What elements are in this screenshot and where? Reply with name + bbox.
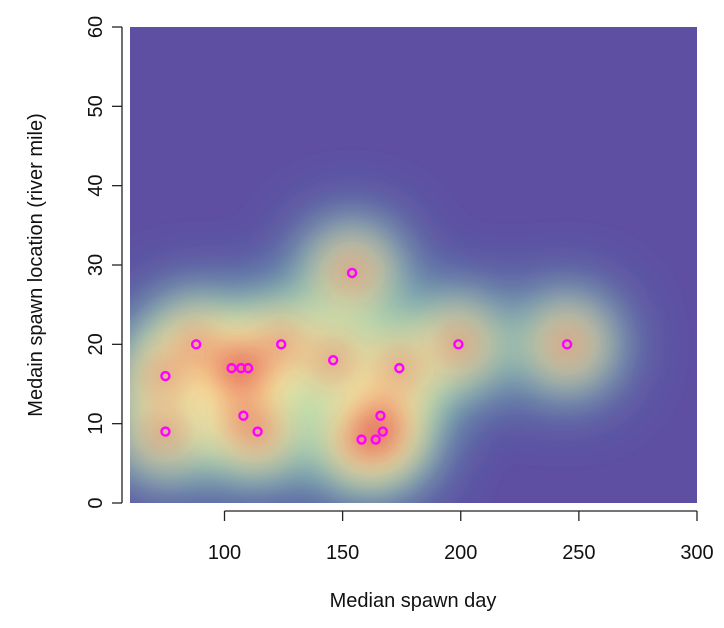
density-blob (311, 338, 356, 383)
x-tick-label: 300 (680, 542, 713, 564)
density-blob (235, 409, 280, 454)
data-point (377, 426, 388, 437)
density-blob (143, 409, 188, 454)
density-blob (436, 322, 481, 367)
data-points (160, 267, 573, 445)
data-point (327, 355, 339, 366)
density-blob (545, 322, 590, 367)
y-axis-title: Medain spawn location (river mile) (25, 113, 47, 416)
density-blob (360, 409, 405, 454)
data-point (190, 339, 202, 350)
data-point (370, 434, 381, 445)
y-tick-label: 40 (85, 175, 107, 197)
y-ticks: 0 10 20 30 40 50 60 (85, 16, 122, 509)
density-blob (259, 322, 304, 367)
x-tick-label: 100 (208, 542, 241, 564)
density-heatmap (130, 214, 626, 498)
y-tick-label: 20 (85, 333, 107, 355)
data-point (252, 426, 263, 437)
data-point (226, 362, 237, 374)
x-tick-label: 150 (326, 542, 359, 564)
x-ticks: 100 150 200 250 300 (208, 511, 714, 564)
y-tick-label: 0 (85, 497, 107, 508)
y-tick-label: 50 (85, 95, 107, 117)
data-point (160, 370, 171, 382)
data-point (242, 362, 254, 374)
data-point (276, 339, 287, 350)
x-tick-label: 200 (444, 542, 477, 564)
data-point (356, 434, 367, 445)
data-point (160, 426, 171, 437)
data-point (375, 410, 386, 421)
data-point (394, 362, 405, 374)
x-tick-label: 250 (562, 542, 595, 564)
density-blob (174, 322, 219, 367)
x-axis-title: Median spawn day (330, 590, 497, 612)
density-blob (330, 250, 375, 295)
data-point (346, 267, 358, 279)
density-blob (143, 354, 188, 399)
density-layer (143, 250, 590, 462)
plot-area (130, 27, 697, 503)
y-tick-label: 30 (85, 254, 107, 276)
density-blob (377, 346, 422, 391)
data-point (238, 410, 249, 421)
y-tick-label: 10 (85, 413, 107, 435)
data-point (561, 339, 573, 350)
y-tick-label: 60 (85, 16, 107, 38)
axes: 100 150 200 250 300 0 10 20 30 40 50 60 (85, 16, 714, 564)
data-point (453, 339, 464, 350)
density-blob (226, 346, 271, 391)
